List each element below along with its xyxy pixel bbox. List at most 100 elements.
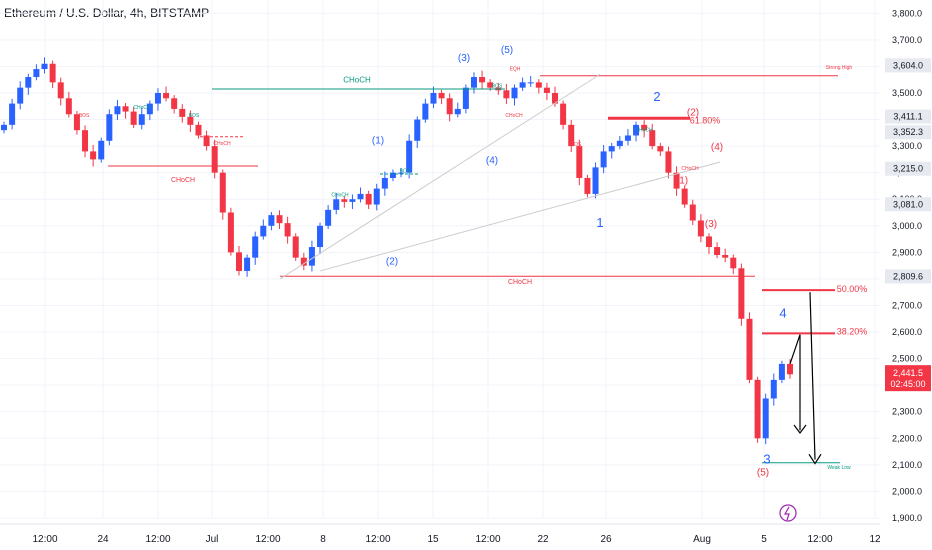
- x-tick-label: 15: [427, 534, 439, 545]
- candle-body: [600, 151, 607, 168]
- choch-label: CHoCH: [508, 279, 532, 286]
- candle-body: [462, 87, 469, 109]
- candle-body: [746, 318, 753, 380]
- x-tick-label: 12:00: [255, 534, 280, 545]
- choch-label: CHoCH: [343, 75, 371, 84]
- wave-label: 2: [653, 89, 660, 104]
- candle-body: [762, 398, 769, 439]
- eqh-label: EQH: [510, 66, 521, 72]
- candle-body: [268, 215, 275, 226]
- candle-body: [1, 124, 7, 131]
- candle-body: [787, 363, 793, 375]
- bos-label: BOS: [189, 113, 200, 119]
- candle-body: [730, 257, 737, 269]
- candle-body: [535, 82, 542, 88]
- price-label-box: [885, 109, 931, 124]
- y-tick-label: 2,900.0: [892, 247, 922, 257]
- price-label-box: [885, 161, 931, 176]
- candle-body: [681, 188, 688, 205]
- candle-body: [171, 98, 178, 109]
- subwave-label: (3): [458, 53, 470, 64]
- choch-label: CHoCH: [133, 105, 151, 111]
- candle-body: [714, 247, 721, 256]
- projection-arrow: [789, 334, 801, 365]
- choch-label: CHoCH: [635, 127, 653, 133]
- price-label-box: [885, 197, 931, 212]
- candle-body: [365, 193, 372, 205]
- subwave-label: (2): [386, 256, 398, 267]
- bos-label: BOS: [571, 142, 582, 148]
- weak-low-label: Weak Low: [827, 465, 851, 471]
- candle-body: [430, 92, 437, 104]
- candle-body: [49, 63, 56, 83]
- y-tick-label: 2,100.0: [892, 460, 922, 470]
- x-tick-label: 12:00: [365, 534, 390, 545]
- x-tick-label: Aug: [693, 534, 711, 545]
- candle-body: [373, 188, 380, 205]
- candle-body: [689, 204, 696, 221]
- candle-body: [754, 379, 761, 439]
- candle-body: [9, 103, 16, 125]
- countdown: 02:45:00: [890, 379, 925, 389]
- x-tick-label: 12: [869, 534, 881, 545]
- candle-body: [138, 114, 145, 125]
- bos-label: BOS: [492, 84, 503, 90]
- candle-body: [479, 77, 486, 83]
- candle-body: [503, 90, 510, 99]
- candle-body: [406, 140, 413, 173]
- candle-body: [65, 98, 72, 115]
- candle-body: [195, 124, 202, 136]
- candle-body: [543, 87, 550, 93]
- x-tick-label: 5: [761, 534, 767, 545]
- candle-body: [770, 379, 777, 399]
- candle-body: [738, 268, 745, 319]
- projection-arrow: [809, 292, 816, 460]
- subwave-label: (2): [687, 108, 699, 119]
- price-label-box: [885, 58, 931, 73]
- candle-body: [519, 82, 526, 88]
- candle-body: [122, 106, 129, 112]
- candle-body: [227, 212, 234, 253]
- candle-body: [560, 103, 567, 125]
- subwave-label: (1): [676, 175, 688, 186]
- candle-body: [333, 199, 340, 210]
- price-label: 3,604.0: [893, 60, 923, 70]
- candle-body: [592, 167, 599, 194]
- candle-body: [624, 135, 631, 141]
- candle-body: [438, 92, 445, 99]
- candle-body: [25, 77, 32, 88]
- candle-body: [41, 63, 48, 70]
- arrow-head: [808, 453, 822, 465]
- candle-body: [252, 236, 259, 258]
- candle-body: [552, 92, 559, 104]
- price-label: 3,352.3: [893, 127, 923, 137]
- candle-body: [284, 223, 291, 237]
- candle-body: [568, 124, 575, 147]
- candle-body: [446, 98, 453, 115]
- y-tick-label: 3,500.0: [892, 88, 922, 98]
- candle-body: [414, 119, 421, 141]
- choch-label: CHoCH: [681, 166, 699, 172]
- y-tick-label: 3,300.0: [892, 141, 922, 151]
- bos-label: BOS: [79, 113, 90, 119]
- candle-body: [292, 236, 299, 258]
- candle-body: [641, 124, 648, 131]
- price-label-box: [885, 125, 931, 140]
- subwave-label: (4): [486, 155, 498, 166]
- candle-body: [300, 257, 307, 266]
- candle-body: [398, 172, 405, 174]
- candle-body: [633, 124, 640, 136]
- wave-label: 4: [779, 305, 786, 320]
- candle-body: [57, 82, 64, 99]
- candle-body: [114, 106, 121, 115]
- choch-label: CHoCH: [331, 193, 349, 199]
- candle-body: [381, 177, 388, 189]
- subwave-label: (1): [372, 135, 384, 146]
- choch-label: CHoCH: [505, 113, 523, 119]
- price-label-box: [885, 269, 931, 284]
- candle-body: [349, 199, 356, 202]
- candle-body: [341, 199, 348, 202]
- candle-body: [244, 257, 251, 271]
- candle-body: [146, 103, 153, 115]
